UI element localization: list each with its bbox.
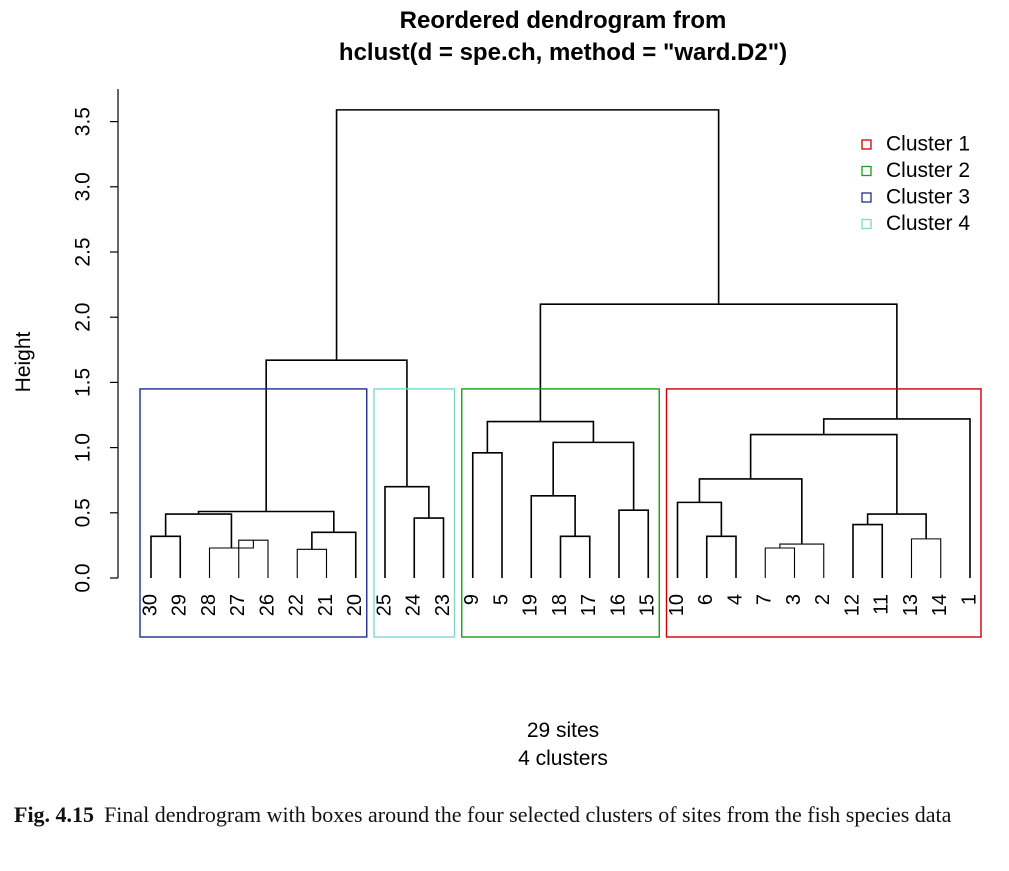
leaf-label: 21 <box>315 594 337 616</box>
legend-swatch <box>861 139 872 150</box>
subtitle-line2: 4 clusters <box>518 747 608 770</box>
cluster-boxes <box>139 388 982 638</box>
y-axis-label: Height <box>12 331 35 392</box>
leaf-label: 22 <box>286 594 308 616</box>
legend-label: Cluster 3 <box>886 186 970 209</box>
cluster-box <box>665 388 982 638</box>
leaf-label: 5 <box>490 594 512 605</box>
dendrogram-link <box>559 535 591 578</box>
leaf-label: 14 <box>929 594 951 616</box>
legend-swatch <box>861 165 872 177</box>
leaf-label: 17 <box>578 594 600 616</box>
legend-label: Cluster 1 <box>886 133 970 156</box>
y-tick-label: 2.5 <box>72 237 95 266</box>
y-axis-ticks: 0.0 0.5 1.0 1.5 2.0 2.5 3.0 3.5 <box>72 107 118 593</box>
chart-title-line2: hclust(d = spe.ch, method = "ward.D2") <box>339 39 787 66</box>
leaf-label: 19 <box>520 594 542 616</box>
dendrogram-link <box>471 452 503 578</box>
legend-swatch <box>861 192 872 203</box>
y-tick-label: 0.5 <box>72 498 95 527</box>
leaf-label: 11 <box>871 594 893 615</box>
dendrogram-link <box>866 513 927 539</box>
y-tick-label: 2.0 <box>72 303 95 332</box>
dendrogram-link <box>779 543 825 578</box>
legend-label: Cluster 4 <box>886 212 970 235</box>
leaf-label: 26 <box>256 594 278 616</box>
leaf-label: 6 <box>695 594 717 605</box>
dendrogram-link <box>150 535 182 578</box>
leaf-label: 16 <box>607 594 629 616</box>
legend-label: Cluster 2 <box>886 159 970 182</box>
chart-title-line1: Reordered dendrogram from <box>400 7 727 34</box>
figure-caption-text: Final dendrogram with boxes around the f… <box>104 802 952 827</box>
leaf-label: 13 <box>900 594 922 616</box>
leaf-label: 18 <box>549 594 571 616</box>
dendrogram-link <box>698 478 803 545</box>
dendrogram-link <box>552 441 635 511</box>
dendrogram-link <box>705 535 737 578</box>
leaf-label: 15 <box>637 594 659 616</box>
dendrogram-link <box>265 359 408 512</box>
leaf-label: 10 <box>666 594 688 616</box>
dendrogram-link <box>618 509 650 578</box>
dendrogram-link <box>764 547 796 578</box>
leaf-label: 2 <box>812 594 834 605</box>
dendrogram-link <box>413 517 445 578</box>
leaf-label: 24 <box>403 594 425 616</box>
legend-swatch <box>861 218 872 230</box>
leaf-label: 12 <box>841 594 863 616</box>
y-tick-label: 1.5 <box>72 368 95 397</box>
dendrogram-link <box>384 485 430 578</box>
leaf-label: 28 <box>198 594 220 616</box>
leaf-labels: 30 29 28 27 26 22 21 20 25 24 23 9 5 19 18 17 16 15 10 6 4 7 3… <box>139 594 980 616</box>
cluster-box <box>373 388 456 638</box>
leaf-label: 25 <box>373 594 395 616</box>
dendrogram-link <box>852 523 884 578</box>
cluster-box <box>139 388 368 638</box>
dendrogram-link <box>676 501 723 578</box>
dendrogram-link <box>539 303 898 422</box>
dendrogram-chart: Reordered dendrogram from hclust(d = spe… <box>12 7 982 770</box>
figure-caption: Fig. 4.15 Final dendrogram with boxes aro… <box>14 800 992 830</box>
leaf-label: 3 <box>783 594 805 605</box>
dendrogram-branches <box>150 109 971 578</box>
leaf-label: 4 <box>724 594 746 605</box>
leaf-label: 7 <box>754 594 776 605</box>
legend: Cluster 1 Cluster 2 Cluster 3 Cluster 4 <box>861 133 970 235</box>
subtitle-line1: 29 sites <box>527 719 599 742</box>
dendrogram-link <box>164 513 233 549</box>
y-tick-label: 1.0 <box>72 433 95 462</box>
figure-label: Fig. 4.15 <box>14 802 95 827</box>
cluster-box <box>461 388 660 638</box>
dendrogram-link <box>311 531 357 578</box>
dendrogram-link <box>296 548 328 578</box>
leaf-label: 23 <box>432 594 454 616</box>
dendrogram-link <box>486 420 595 453</box>
y-tick-label: 3.0 <box>72 172 95 201</box>
leaf-label: 1 <box>958 594 980 605</box>
dendrogram-link <box>910 538 942 578</box>
leaf-label: 27 <box>227 594 249 616</box>
dendrogram-link <box>335 109 720 361</box>
y-tick-label: 3.5 <box>72 107 95 136</box>
y-tick-label: 0.0 <box>72 563 95 592</box>
leaf-label: 30 <box>139 594 161 616</box>
leaf-label: 9 <box>461 594 483 605</box>
leaf-label: 29 <box>169 594 191 616</box>
leaf-label: 20 <box>344 594 366 616</box>
dendrogram-link <box>749 433 898 515</box>
